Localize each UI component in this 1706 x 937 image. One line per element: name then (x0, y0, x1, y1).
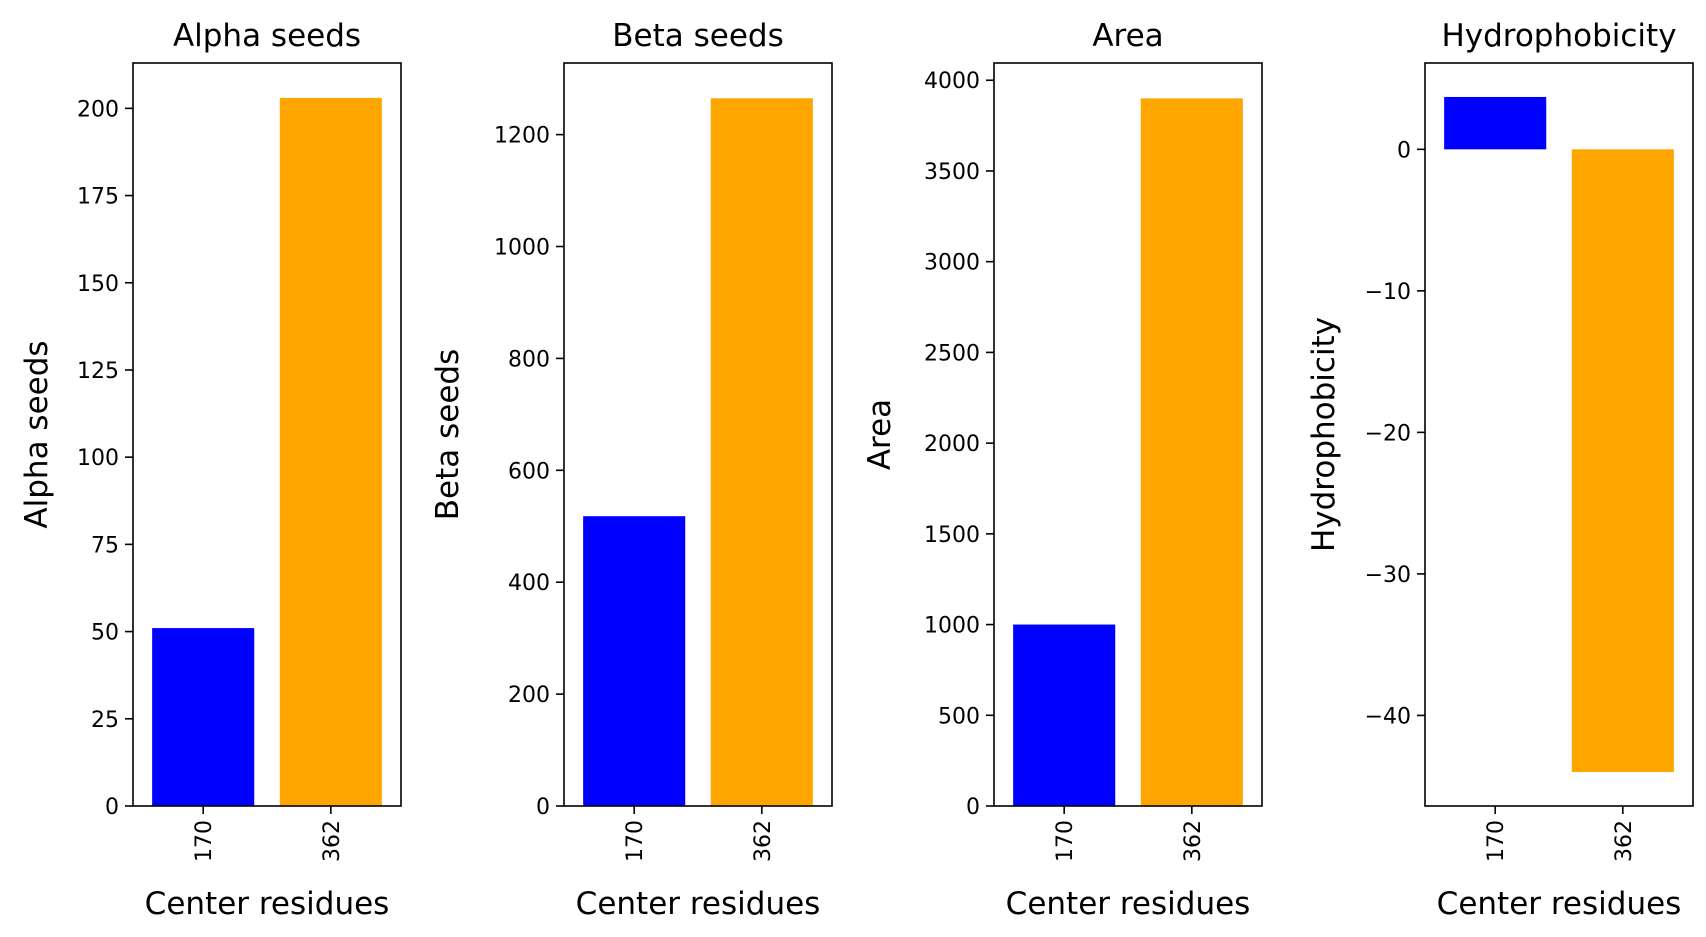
axes-frame (132, 62, 402, 807)
y-tick-label: 150 (77, 272, 119, 297)
y-tick-label: −10 (1365, 280, 1411, 305)
y-tick-label: 0 (966, 795, 980, 820)
y-tick-label: 600 (508, 459, 550, 484)
x-tick-label: 170 (623, 820, 648, 862)
y-axis-label: Hydrophobicity (1306, 317, 1342, 552)
bar-170 (1013, 624, 1116, 806)
y-axis-label: Area (862, 399, 898, 470)
y-tick-label: 0 (105, 795, 119, 820)
y-tick-label: 2500 (924, 341, 980, 366)
panel-title: Hydrophobicity (1441, 18, 1676, 54)
y-tick-label: 3000 (924, 251, 980, 276)
panel-3: 170 362 0 500 1000 1500 2000 2500 3000 3500 4000 Ar… (862, 18, 1263, 922)
bar-170 (1444, 96, 1547, 150)
y-tick-label: 400 (508, 571, 550, 596)
y-tick-label: −30 (1365, 563, 1411, 588)
y-tick-label: 25 (91, 708, 119, 733)
panel-title: Beta seeds (612, 18, 783, 54)
x-tick-label: 362 (1181, 820, 1206, 862)
x-tick-label: 362 (320, 820, 345, 862)
x-axis-label: Center residues (1006, 886, 1251, 922)
panel-1: 170 362 0 25 50 75 100 125 150 175 200 Alpha seeds C… (19, 18, 402, 922)
x-tick-label: 362 (751, 820, 776, 862)
bar-362 (1571, 149, 1674, 773)
y-tick-label: 175 (77, 185, 119, 210)
x-tick-label: 362 (1612, 820, 1637, 862)
panel-2: 170 362 0 200 400 600 800 1000 1200 Beta seeds Cen… (430, 18, 833, 922)
y-tick-label: 50 (91, 621, 119, 646)
y-tick-label: 500 (938, 704, 980, 729)
x-tick-label: 170 (1484, 820, 1509, 862)
y-tick-label: 200 (77, 97, 119, 122)
y-tick-label: 125 (77, 359, 119, 384)
panel-title: Area (1092, 18, 1163, 54)
panel-title: Alpha seeds (173, 18, 361, 54)
bar-362 (710, 98, 813, 806)
y-tick-label: 100 (77, 446, 119, 471)
axes-frame (1424, 62, 1694, 807)
y-axis-label: Alpha seeds (19, 340, 55, 528)
y-tick-label: 1500 (924, 523, 980, 548)
x-tick-label: 170 (192, 820, 217, 862)
x-axis-label: Center residues (145, 886, 390, 922)
panel-4: 170 362 0 −10 −20 −30 −40 Hydrophobicity Center … (1306, 18, 1694, 922)
x-tick-label: 170 (1053, 820, 1078, 862)
y-tick-label: 1000 (494, 236, 550, 261)
x-axis-label: Center residues (1437, 886, 1682, 922)
y-tick-label: 4000 (924, 69, 980, 94)
bar-170 (583, 516, 686, 806)
bar-362 (1140, 98, 1243, 806)
y-tick-label: −40 (1365, 704, 1411, 729)
y-tick-label: 75 (91, 533, 119, 558)
bar-362 (279, 97, 382, 806)
y-tick-label: 0 (536, 795, 550, 820)
axes-frame (993, 62, 1263, 807)
y-tick-label: 800 (508, 347, 550, 372)
y-tick-label: −20 (1365, 421, 1411, 446)
y-tick-label: 0 (1397, 138, 1411, 163)
y-tick-label: 1000 (924, 614, 980, 639)
y-axis-label: Beta seeds (430, 349, 466, 520)
axes-frame (563, 62, 833, 807)
x-axis-label: Center residues (576, 886, 821, 922)
y-tick-label: 2000 (924, 432, 980, 457)
y-tick-label: 200 (508, 683, 550, 708)
bar-170 (152, 628, 255, 806)
y-tick-label: 3500 (924, 160, 980, 185)
y-tick-label: 1200 (494, 124, 550, 149)
